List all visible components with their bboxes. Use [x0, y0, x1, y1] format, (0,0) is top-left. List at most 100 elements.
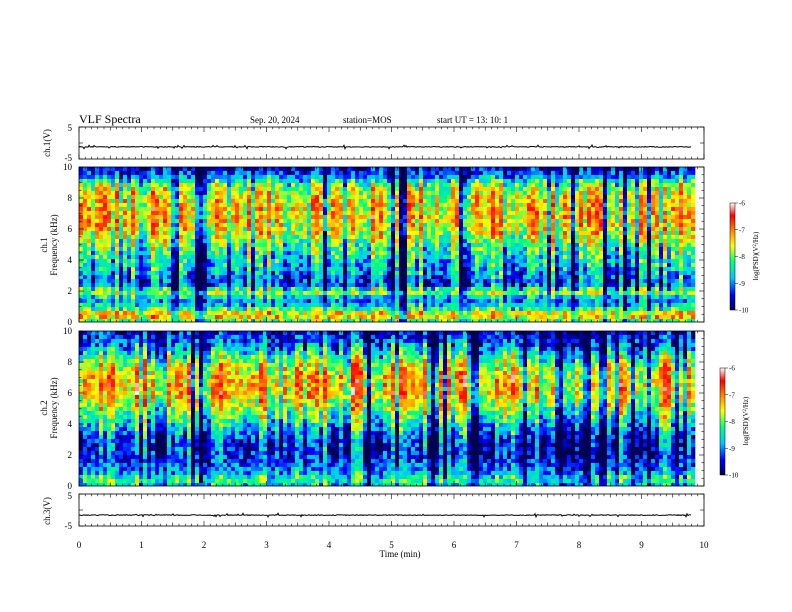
spectrogram-cell — [355, 167, 360, 172]
spectrogram-cell — [243, 259, 248, 264]
spectrogram-cell — [259, 243, 264, 248]
spectrogram-cell — [275, 243, 280, 248]
spectrogram-cell — [183, 251, 188, 256]
spectrogram-cell — [95, 267, 100, 272]
spectrogram-cell — [159, 279, 164, 284]
spectrogram-cell — [391, 255, 396, 260]
spectrogram-cell — [491, 211, 496, 216]
spectrogram-cell — [151, 235, 156, 240]
spectrogram-cell — [419, 219, 424, 224]
spectrogram-cell — [171, 175, 176, 180]
spectrogram-cell — [175, 267, 180, 272]
spectrogram-cell — [155, 227, 160, 232]
spectrogram-cell — [447, 191, 452, 196]
spectrogram-cell — [255, 227, 260, 232]
spectrogram-cell — [159, 243, 164, 248]
spectrogram-cell — [347, 255, 352, 260]
spectrogram-cell — [563, 235, 568, 240]
spectrogram-cell — [379, 291, 384, 296]
spectrogram-cell — [207, 179, 212, 184]
spectrogram-cell — [115, 259, 120, 264]
spectrogram-cell — [371, 259, 376, 264]
spectrogram-cell — [407, 231, 412, 236]
spectrogram-cell — [491, 199, 496, 204]
spectrogram-cell — [503, 279, 508, 284]
spectrogram-cell — [267, 239, 272, 244]
spectrogram-cell — [335, 227, 340, 232]
spectrogram-cell — [87, 171, 92, 176]
spectrogram-cell — [499, 199, 504, 204]
spectrogram-cell — [131, 199, 136, 204]
spectrogram-cell — [207, 211, 212, 216]
spectrogram-cell — [363, 303, 368, 308]
spectrogram-cell — [83, 171, 88, 176]
spectrogram-cell — [323, 223, 328, 228]
spectrogram-cell — [187, 179, 192, 184]
spectrogram-cell — [235, 251, 240, 256]
spectrogram-cell — [147, 187, 152, 192]
spectrogram-cell — [351, 211, 356, 216]
spectrogram-cell — [183, 279, 188, 284]
spectrogram-cell — [231, 311, 236, 316]
spectrogram-cell — [267, 315, 272, 320]
spectrogram-cell — [511, 263, 516, 268]
spectrogram-cell — [91, 247, 96, 252]
spectrogram-cell — [451, 183, 456, 188]
spectrogram-cell — [419, 291, 424, 296]
spectrogram-cell — [171, 307, 176, 312]
spectrogram-cell — [251, 215, 256, 220]
spectrogram-cell — [479, 307, 484, 312]
spectrogram-cell — [127, 179, 132, 184]
spectrogram-cell — [439, 203, 444, 208]
spectrogram-cell — [495, 227, 500, 232]
spectrogram-cell — [243, 243, 248, 248]
spectrogram-cell — [123, 223, 128, 228]
spectrogram-cell — [211, 275, 216, 280]
spectrogram-cell — [415, 183, 420, 188]
spectrogram-cell — [83, 279, 88, 284]
spectrogram-cell — [99, 319, 104, 322]
spectrogram-cell — [467, 299, 472, 304]
spectrogram-cell — [307, 171, 312, 176]
spectrogram-cell — [467, 219, 472, 224]
spectrogram-cell — [223, 171, 228, 176]
spectrogram-cell — [355, 211, 360, 216]
spectrogram-cell — [335, 211, 340, 216]
spectrogram-cell — [267, 191, 272, 196]
spectrogram-cell — [155, 223, 160, 228]
spectrogram-cell — [335, 279, 340, 284]
spectrogram-cell — [371, 303, 376, 308]
spectrogram-cell — [115, 235, 120, 240]
spectrogram-cell — [127, 187, 132, 192]
spectrogram-cell — [279, 223, 284, 228]
spectrogram-cell — [87, 231, 92, 236]
spectrogram-cell — [223, 227, 228, 232]
spectrogram-cell — [143, 247, 148, 252]
spectrogram-cell — [467, 247, 472, 252]
spectrogram-cell — [495, 171, 500, 176]
spectrogram-cell — [195, 207, 200, 212]
spectrogram-cell — [387, 175, 392, 180]
spectrogram-cell — [151, 215, 156, 220]
spectrogram-cell — [523, 315, 528, 320]
spectrogram-cell — [487, 251, 492, 256]
spectrogram-cell — [555, 207, 560, 212]
spectrogram-cell — [163, 307, 168, 312]
spectrogram-cell — [235, 183, 240, 188]
spectrogram-cell — [323, 247, 328, 252]
spectrogram-cell — [443, 247, 448, 252]
spectrogram-cell — [151, 175, 156, 180]
spectrogram-cell — [407, 187, 412, 192]
spectrogram-cell — [495, 219, 500, 224]
spectrogram-cell — [335, 167, 340, 172]
spectrogram-cell — [479, 171, 484, 176]
spectrogram-cell — [287, 183, 292, 188]
spectrogram-cell — [291, 283, 296, 288]
spectrogram-cell — [403, 263, 408, 268]
spectrogram-cell — [483, 271, 488, 276]
spectrogram-cell — [171, 223, 176, 228]
spectrogram-cell — [259, 187, 264, 192]
spectrogram-cell — [475, 311, 480, 316]
spectrogram-cell — [563, 215, 568, 220]
spectrogram-cell — [319, 215, 324, 220]
